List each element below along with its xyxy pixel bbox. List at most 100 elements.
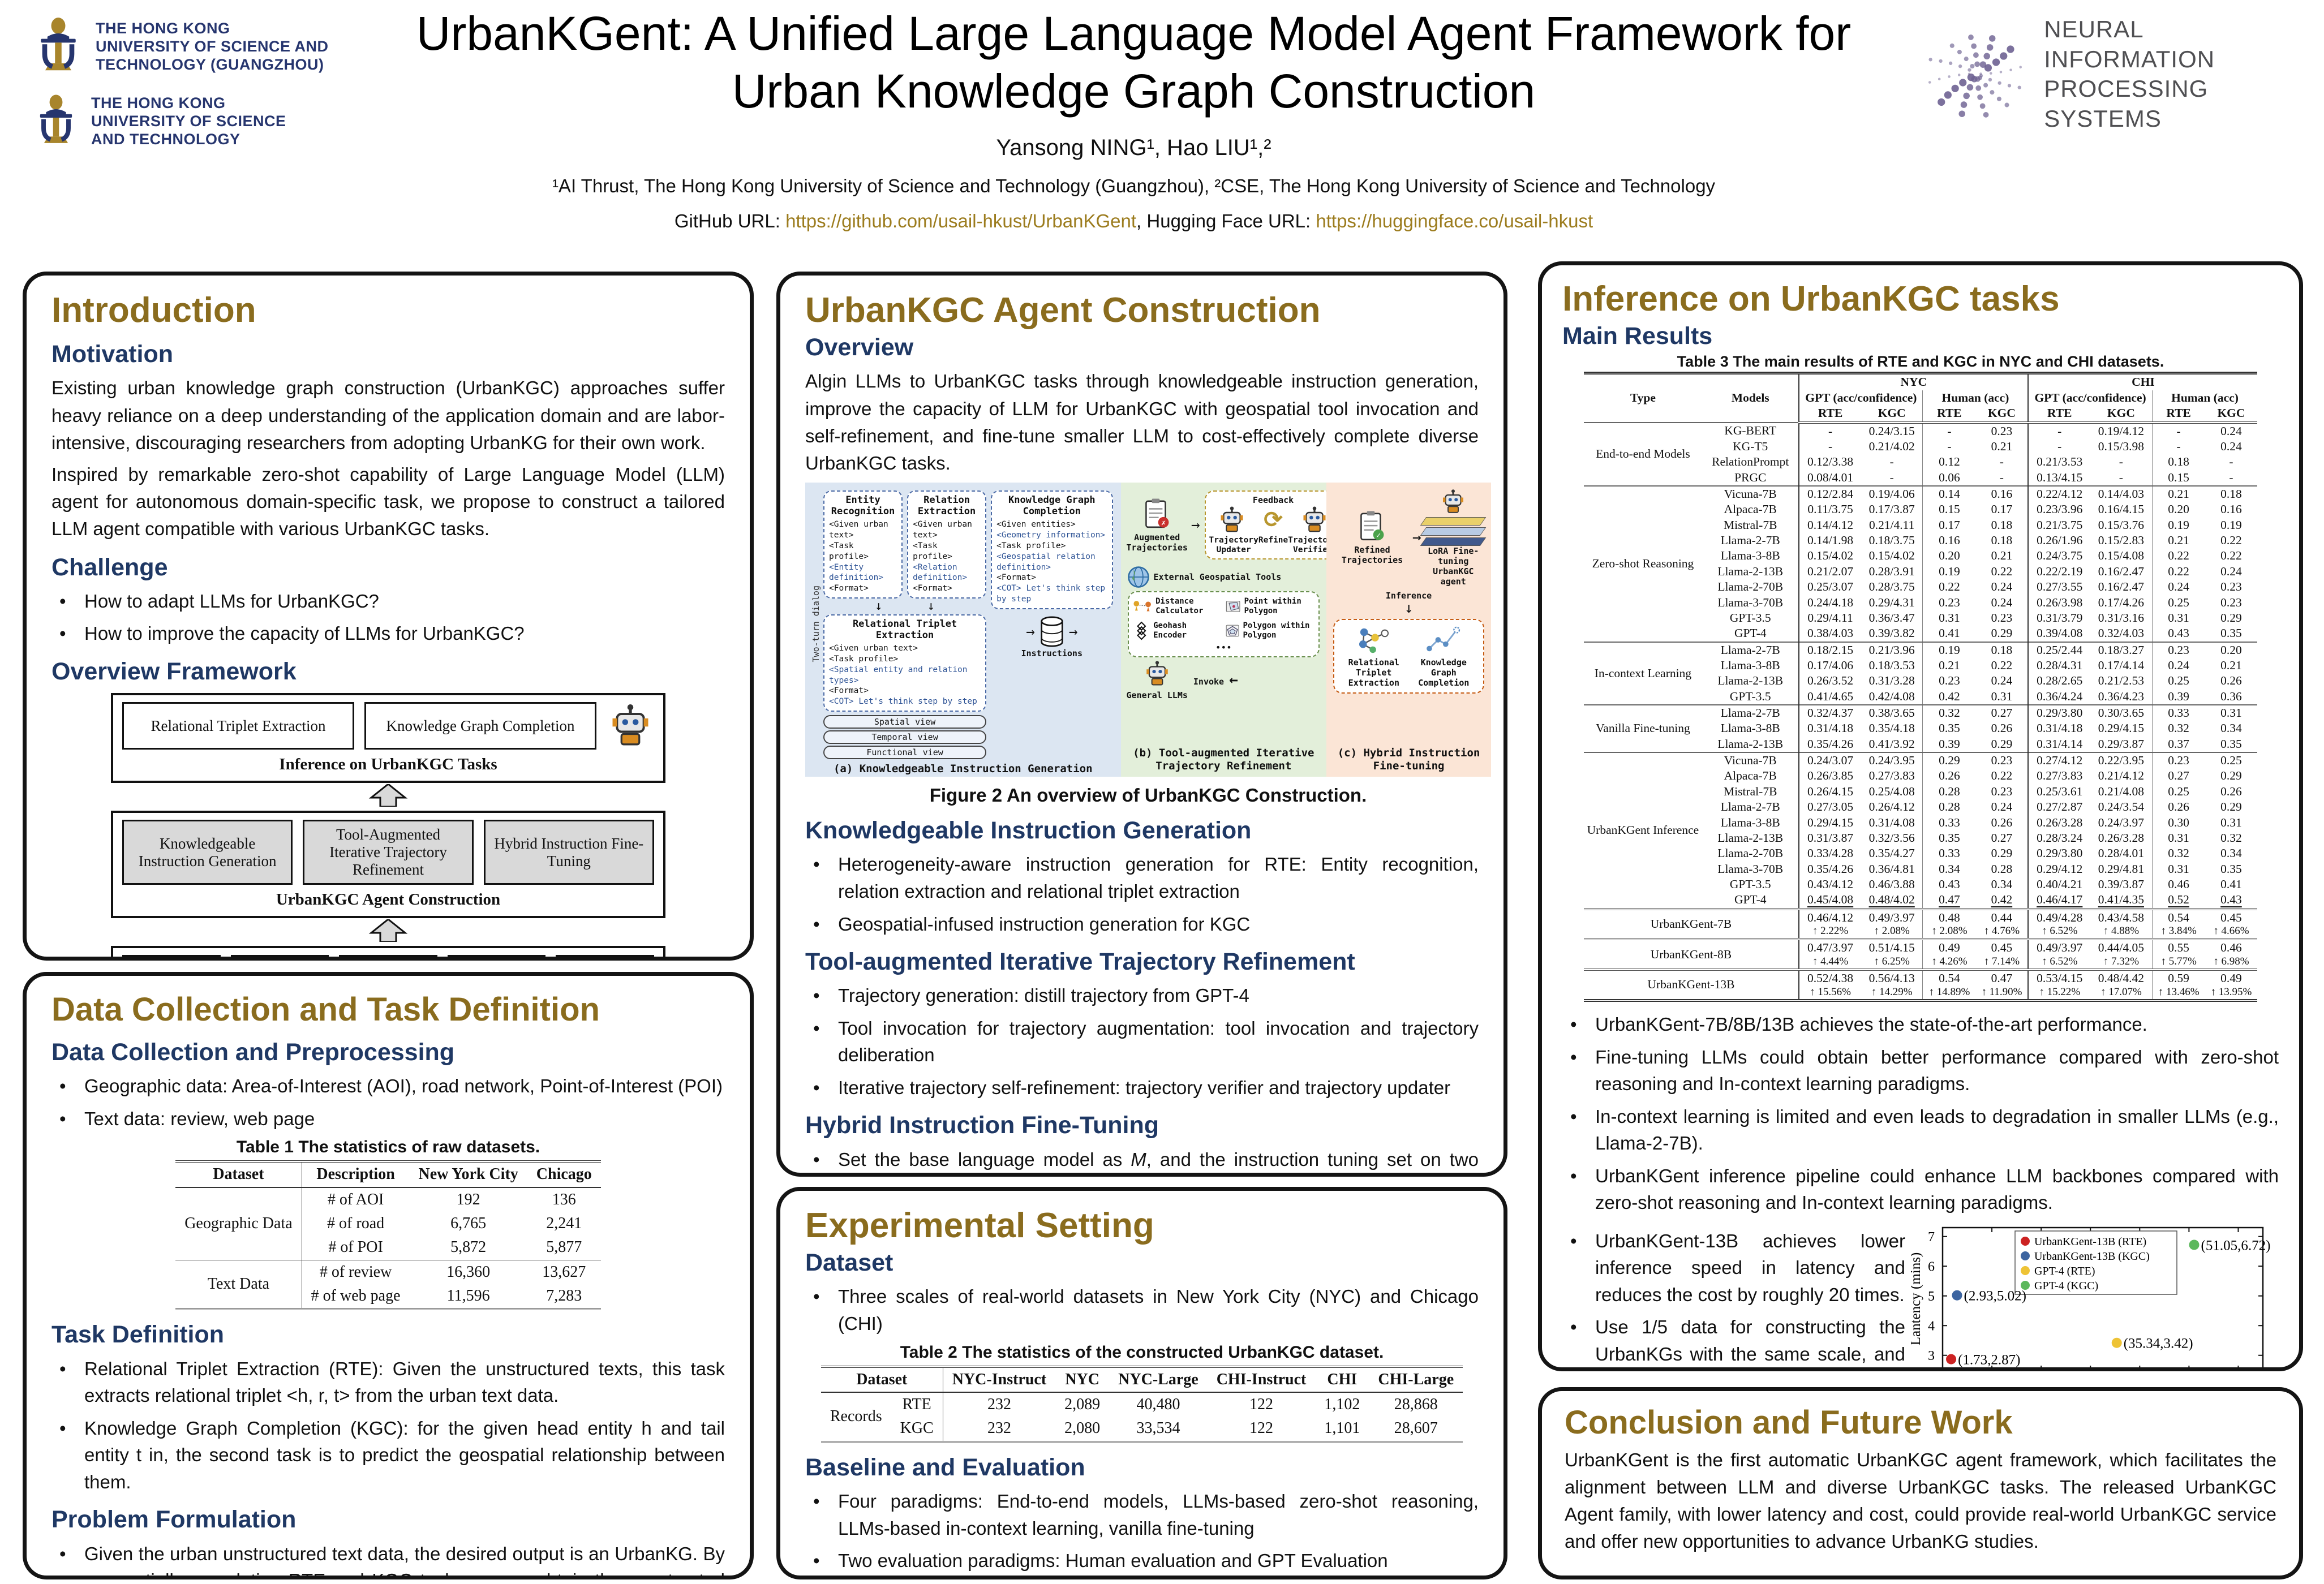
figure2b-caption: (b) Tool-augmented Iterative Trajectory … [1133, 746, 1315, 773]
framework-box: AOI [122, 955, 221, 957]
table-row: End-to-end Models KG-BERT -0.24/3.15-0.23-… [1583, 421, 2258, 486]
up-arrow-icon [111, 918, 665, 945]
geohash-encoder-tool: Geohash Encoder [1132, 619, 1222, 642]
table-row: RelationPrompt 0.12/3.38 - 0.12 - 0.21/3.53 - 0… [1584, 454, 2258, 470]
polygon-within-polygon-tool: Polygon within Polygon [1225, 619, 1315, 642]
formula-part: , then the optimization process aims to … [838, 1176, 1479, 1177]
text-line: THE HONG KONG [91, 94, 226, 112]
github-link[interactable]: https://github.com/usail-hkust/UrbanKGen… [785, 210, 1137, 231]
table-cell: 0.32/4.37 [1798, 704, 1861, 721]
table-row: GPT-4 0.38/4.03 0.39/3.82 0.41 0.29 0.39/4.08… [1584, 626, 2258, 642]
table-cell: 0.34 [2220, 846, 2242, 860]
results-bullets: UrbanKGent-7B/8B/13B achieves the state-… [1562, 1011, 2279, 1216]
lora-finetuning: LoRA Fine-tuning UrbanKGC agent [1420, 488, 1487, 587]
table-cell: 0.31/4.18 [2027, 721, 2091, 737]
table-cell: 0.28/3.91 [1868, 564, 1915, 578]
table-cell: Llama-3-8B [1720, 721, 1780, 735]
table-cell: 0.35 [1922, 721, 1976, 737]
bullet-item: Given the urban unstructured text data, … [51, 1540, 725, 1576]
table-cell: 0.29 [1922, 752, 1976, 769]
bullet-item: Four paradigms: End-to-end models, LLMs-… [805, 1488, 1479, 1542]
table-cell: 0.35/4.18 [1868, 721, 1915, 735]
map-pins-icon [1133, 600, 1151, 612]
table-cell: Alpaca-7B [1724, 502, 1777, 516]
poster-title: UrbanKGent: A Unified Large Language Mod… [373, 5, 1894, 120]
figure3: 010203040506034567Cost (dollar)Lantency … [1908, 1222, 2279, 1367]
table-row: Mistral-7B 0.26/4.15 0.25/4.08 0.28 0.23 0.25… [1584, 784, 2258, 800]
table-cell: 0.21 [1991, 439, 2013, 453]
bullet-item: Fine-tuning LLMs could obtain better per… [1562, 1044, 2279, 1097]
table-cell: RTE [1922, 406, 1976, 424]
robot-icon [1143, 660, 1171, 688]
subheading-problem-formulation: Problem Formulation [51, 1506, 297, 1534]
table-cell: Llama-2-70B [1717, 846, 1784, 860]
subheading-baseline: Baseline and Evaluation [805, 1453, 1085, 1481]
table-row: GPT-3.5 0.43/4.12 0.46/3.88 0.43 0.34 0.40/4.… [1584, 876, 2258, 893]
table-cell: 0.18 [1975, 641, 2029, 658]
prompt-line: <Given urban text> [829, 520, 888, 540]
section-heading-conclusion: Conclusion and Future Work [1565, 1404, 2013, 1441]
table-cell: 0.41 [1922, 626, 1976, 642]
table-cell: 0.26 [1991, 721, 2013, 735]
inference-label: Inference [1385, 591, 1432, 601]
table-row: Llama-3-8B 0.29/4.15 0.31/4.08 0.33 0.26 0.26… [1584, 815, 2258, 830]
svg-text:UrbanKGent-13B (KGC): UrbanKGent-13B (KGC) [2034, 1250, 2150, 1263]
svg-text:GPT-4 (RTE): GPT-4 (RTE) [2034, 1265, 2095, 1277]
urbankgc-agent-label: UrbanKGC agent [1433, 566, 1474, 587]
table-cell: 0.22 [1991, 564, 2013, 578]
refine-label: Refine [1258, 536, 1288, 545]
table-cell: 0.23 [1922, 673, 1976, 689]
table-cell: UrbanKGent-7B [1583, 907, 1799, 940]
table-cell: 0.39/4.08 [2027, 626, 2091, 642]
table-cell: 0.36/4.23 [2098, 689, 2144, 703]
svg-text:6: 6 [1928, 1259, 1935, 1274]
table-cell: 0.33 [1922, 846, 1976, 862]
hkust-logo-text: THE HONG KONG UNIVERSITY OF SCIENCE AND TE… [91, 94, 286, 149]
table-cell: 0.29 [2220, 769, 2242, 783]
table-cell: GPT (acc/confidence) [2027, 390, 2153, 406]
table-cell: Vicuna-7B [1702, 752, 1799, 769]
table-cell: 0.31/3.87 [1798, 830, 1861, 846]
lora-layer [1420, 517, 1487, 526]
database-icon [1039, 616, 1064, 648]
right-arrow-icon: → [1412, 529, 1421, 546]
table-cell: GPT-3.5 [1729, 877, 1771, 891]
table-cell: Vicuna-7B [1702, 485, 1799, 502]
table-cell: 0.45 ↑ 4.66% [2205, 907, 2258, 940]
svg-text:(51.05,6.72): (51.05,6.72) [2201, 1238, 2271, 1253]
huggingface-link[interactable]: https://huggingface.co/usail-hkust [1316, 210, 1593, 231]
entity-recognition-lines: <Given urban text> <Task profile> <Entity … [829, 519, 897, 594]
table-cell: 0.23 [1975, 752, 2029, 769]
table-cell: 0.48 ↑ 2.08% [1922, 907, 1976, 940]
conclusion-paragraph: UrbanKGent is the first automatic UrbanK… [1565, 1449, 2276, 1552]
table-cell: 0.25/3.61 [2027, 784, 2091, 800]
table-row: GPT-4 0.45/4.08 0.48/4.02 0.47 0.42 0.46/4.17… [1584, 892, 2258, 909]
table-cell: 0.21/4.08 [2098, 784, 2144, 798]
table-row: Llama-2-13B 0.26/3.52 0.31/3.28 0.23 0.24 0.2… [1584, 673, 2258, 689]
hybrid-bullets: Set the base language model as M, and th… [805, 1146, 1479, 1177]
table-cell: 0.18/3.75 [1868, 533, 1915, 548]
hkust-gz-logo: THE HONG KONG UNIVERSITY OF SCIENCE AND TE… [31, 17, 393, 77]
table-row: Llama-2-70B 0.25/3.07 0.28/3.75 0.22 0.24 0.2… [1584, 579, 2258, 595]
subheading-hybrid-finetuning: Hybrid Instruction Fine-Tuning [805, 1112, 1159, 1139]
framework-box: Relational Triplet Extraction [122, 702, 354, 750]
table-cell: 0.19 [2151, 517, 2205, 533]
table-cell: 0.49/3.97 ↑ 2.08% [1861, 907, 1923, 940]
table-cell: 0.35 [2220, 626, 2242, 640]
table-cell: 0.47 [1922, 892, 1976, 909]
table-cell: 0.46/4.17 [2027, 892, 2091, 909]
prompt-line: <Geospatial relation definition> [996, 552, 1096, 572]
table-cell: 0.26 [1991, 815, 2013, 829]
table-cell: 0.43 [1922, 876, 1976, 893]
formula-part: and [1054, 1176, 1102, 1177]
table3-caption: Table 3 The main results of RTE and KGC … [1677, 353, 2164, 371]
table-cell: 0.27/3.05 [1798, 799, 1861, 815]
table-cell: 0.41/4.65 [1798, 688, 1861, 705]
preprocessing-bullets: Geographic data: Area-of-Interest (AOI),… [51, 1073, 725, 1132]
table-cell: 0.46/4.12 ↑ 2.22% [1798, 907, 1861, 940]
table-cell: 0.48/4.02 [1868, 893, 1915, 907]
bullet-item: Iterative trajectory self-refinement: tr… [805, 1074, 1479, 1101]
table-cell: 0.25/4.08 [1868, 784, 1915, 798]
table-cell: 0.49/4.28 ↑ 6.52% [2027, 907, 2091, 940]
table-cell: 0.27 [1975, 704, 2029, 721]
